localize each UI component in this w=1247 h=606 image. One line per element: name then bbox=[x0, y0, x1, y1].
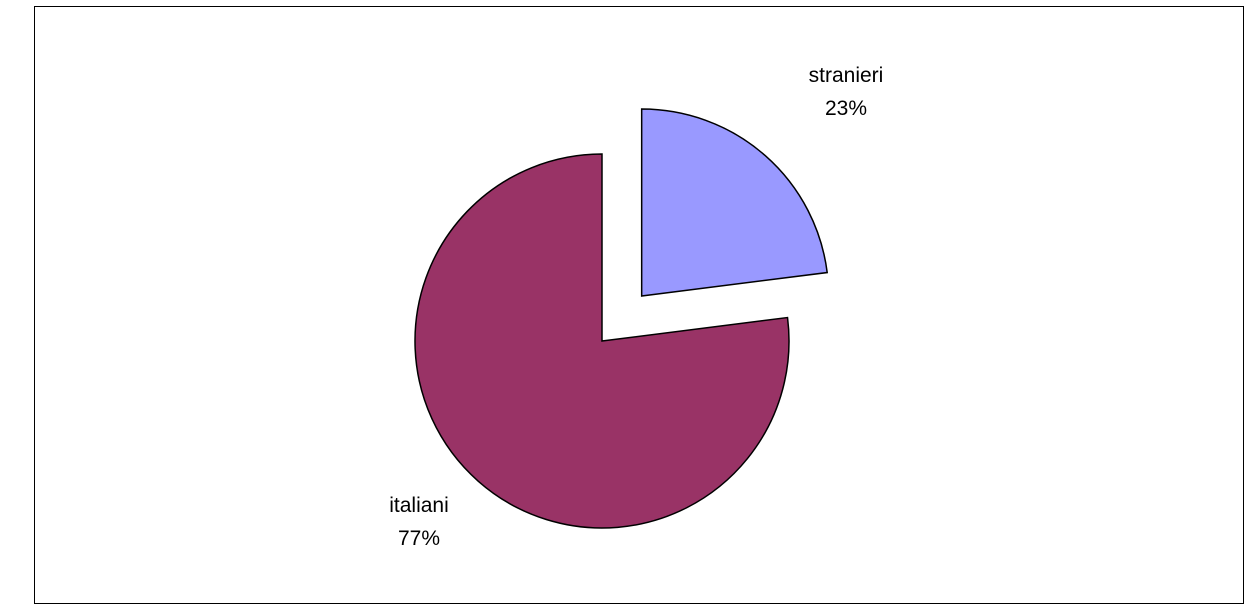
label-italiani-percent: 77% bbox=[398, 527, 440, 550]
pie-slice-italiani bbox=[414, 153, 790, 529]
label-italiani-name: italiani bbox=[389, 494, 449, 517]
pie-slice-stranieri bbox=[640, 108, 829, 297]
label-stranieri-name: stranieri bbox=[809, 64, 884, 87]
label-stranieri-percent: 23% bbox=[825, 97, 867, 120]
pie-slices bbox=[414, 108, 829, 529]
